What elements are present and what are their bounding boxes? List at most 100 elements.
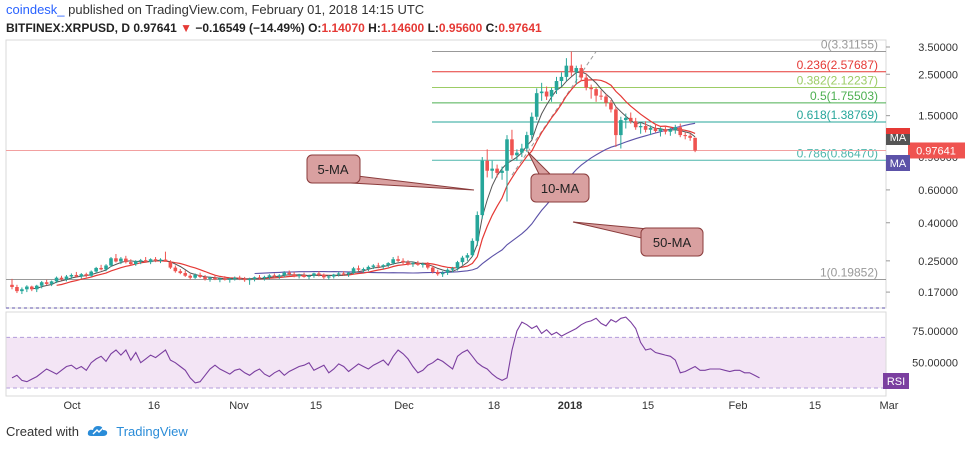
candle-body (99, 267, 103, 270)
candle-body (638, 126, 643, 128)
low-label: L: (427, 21, 439, 35)
candle-body (430, 267, 435, 272)
candle-body (421, 263, 425, 265)
candle-body (564, 65, 569, 77)
time-tick-label: Nov (229, 400, 249, 410)
candle-body (386, 263, 390, 266)
candle-body (282, 272, 287, 276)
candle-body (643, 126, 648, 130)
time-tick-label: 15 (809, 400, 821, 410)
candle-body (49, 281, 54, 284)
candle-body (34, 285, 39, 290)
candle-body (336, 273, 341, 275)
candle-body (515, 152, 519, 156)
candle-body (198, 274, 202, 277)
candle-body (129, 262, 133, 265)
candle-body (208, 277, 212, 279)
candle-body (371, 265, 376, 267)
candle-body (465, 255, 470, 258)
fib-label: 0.618(1.38769) (797, 108, 878, 122)
candle-body (678, 127, 683, 136)
last-price: 0.97641 (133, 21, 177, 35)
candle-body (178, 271, 183, 274)
candle-body (322, 274, 326, 278)
candle-body (292, 274, 296, 277)
candle-body (520, 148, 524, 153)
candle-body (183, 273, 188, 276)
fibonacci-retracement: 0(3.31155)0.236(2.57687)0.382(2.12237)0.… (6, 37, 886, 281)
candle-body (529, 116, 534, 136)
candle-body (633, 121, 638, 128)
candle-body (673, 127, 678, 130)
current-price-tag (908, 142, 965, 159)
price-chart[interactable]: 0(3.31155)0.236(2.57687)0.382(2.12237)0.… (0, 0, 969, 410)
callout-label: 50-MA (653, 235, 692, 250)
candle-body (411, 263, 415, 265)
ma10-tag (886, 128, 910, 134)
candle-body (30, 286, 34, 290)
candle-body (252, 277, 257, 279)
tradingview-brand[interactable]: TradingView (116, 424, 188, 439)
candle-body (158, 259, 163, 261)
author-name[interactable]: coindesk_ (6, 2, 65, 17)
candle-body (213, 277, 217, 280)
rsi-band (6, 337, 886, 388)
footer: Created with TradingView (6, 424, 188, 439)
high-label: H: (368, 21, 381, 35)
time-tick-label: 15 (310, 400, 322, 410)
callout-pointer (572, 221, 651, 241)
candle-body (485, 160, 489, 171)
candle-body (534, 93, 539, 117)
candle-body (242, 278, 247, 281)
callout-pointer (348, 174, 475, 191)
candle-body (391, 259, 395, 264)
candle-body (287, 272, 291, 275)
callout-label: 10-MA (541, 181, 580, 196)
price-pane-frame (5, 39, 887, 309)
callout-label: 5-MA (317, 162, 348, 177)
candle-body (331, 274, 336, 277)
annotation-callout: 10-MA (527, 151, 590, 203)
candle-body (435, 271, 440, 275)
candle-body (15, 287, 19, 292)
candle-body (460, 257, 465, 263)
rsi-pane-frame (5, 311, 887, 397)
candle-body (20, 289, 24, 292)
candle-body (218, 278, 222, 280)
candle-body (277, 275, 282, 277)
candle-body (69, 274, 74, 277)
fib-label: 0.5(1.75503) (810, 89, 878, 103)
candle-body (193, 274, 197, 278)
candle-body (257, 277, 262, 279)
price-tick-label: 0.17000 (918, 287, 958, 299)
candle-body (138, 260, 143, 262)
symbol-label: BITFINEX:XRPUSD, D (6, 21, 131, 35)
time-tick-label: Oct (63, 400, 80, 410)
callout-box (306, 154, 361, 184)
candle-body (272, 275, 277, 277)
candles (10, 51, 697, 295)
low-value: 0.95600 (438, 21, 483, 35)
candle-body (624, 117, 628, 121)
candle-body (10, 284, 14, 288)
candle-body (114, 258, 118, 262)
candle-body (495, 168, 499, 173)
rsi-line (11, 316, 760, 384)
candle-body (228, 278, 232, 280)
candle-body (450, 268, 455, 270)
price-tick-label: 0.60000 (918, 185, 958, 197)
annotation-callout: 5-MA (306, 154, 475, 191)
candle-body (44, 282, 49, 284)
candle-body (653, 127, 658, 132)
candle-body (584, 77, 588, 88)
close-label: C: (485, 21, 499, 35)
candle-body (579, 68, 584, 78)
candle-body (267, 275, 272, 277)
candle-body (376, 265, 381, 267)
candle-body (500, 170, 504, 173)
candle-body (173, 267, 178, 272)
time-tick-label: 2018 (558, 400, 582, 410)
candle-body (693, 137, 697, 151)
candle-body (604, 96, 608, 103)
candle-body (302, 274, 306, 277)
